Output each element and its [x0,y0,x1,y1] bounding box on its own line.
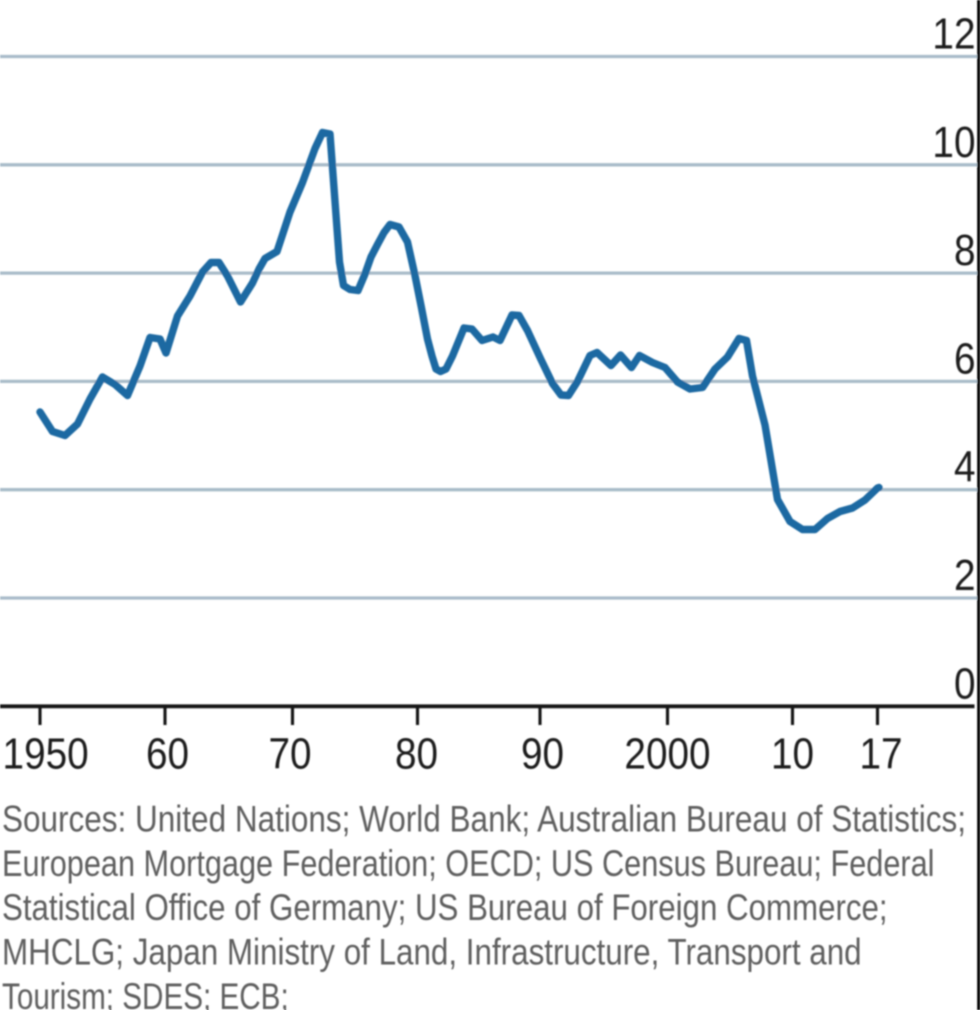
svg-text:6: 6 [954,333,976,383]
svg-text:European Mortgage Federation;: European Mortgage Federation; OECD; US C… [2,843,934,885]
svg-text:Sources: United Nations; World: Sources: United Nations; World Bank; Aus… [2,799,966,840]
svg-text:8: 8 [954,225,976,275]
svg-text:70: 70 [268,728,311,778]
svg-text:80: 80 [395,728,438,778]
svg-text:MHCLG; Japan Ministry of Land,: MHCLG; Japan Ministry of Land, Infrastru… [2,932,862,973]
svg-text:12: 12 [932,8,975,58]
svg-text:60: 60 [146,728,189,778]
svg-text:0: 0 [954,658,976,708]
svg-text:10: 10 [771,728,814,778]
svg-text:2: 2 [954,550,976,600]
svg-text:90: 90 [521,728,564,778]
svg-text:Statistical Office of Germany;: Statistical Office of Germany; US Bureau… [2,888,888,929]
svg-text:Tourism; SDES; ECB;: Tourism; SDES; ECB; [2,976,289,1010]
svg-text:1950: 1950 [3,728,89,778]
svg-text:17: 17 [859,728,902,778]
svg-text:2000: 2000 [624,728,710,778]
svg-text:10: 10 [932,116,975,166]
svg-text:4: 4 [954,441,976,491]
